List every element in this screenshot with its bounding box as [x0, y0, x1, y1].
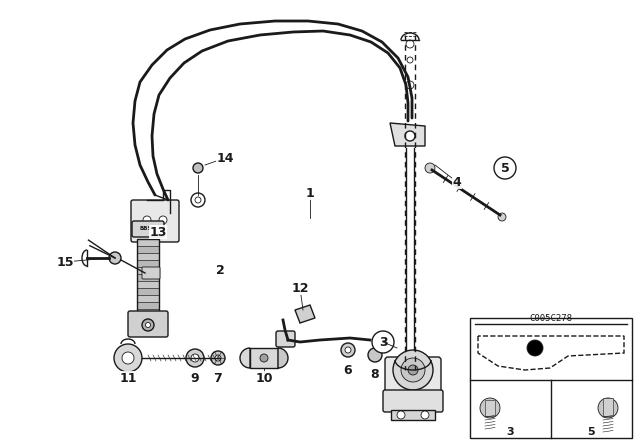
- FancyBboxPatch shape: [385, 357, 441, 403]
- Bar: [137, 288, 159, 295]
- Circle shape: [193, 163, 203, 173]
- Bar: [137, 267, 159, 274]
- Text: 8: 8: [371, 367, 380, 380]
- Bar: [250, 348, 278, 368]
- Bar: [137, 309, 159, 316]
- Text: BBS: BBS: [139, 226, 152, 231]
- Text: 15: 15: [56, 255, 74, 268]
- Text: 10: 10: [255, 371, 273, 384]
- Bar: [391, 410, 435, 420]
- Bar: [137, 281, 159, 288]
- Circle shape: [114, 344, 142, 372]
- Bar: [137, 295, 159, 302]
- Bar: [137, 274, 159, 281]
- Circle shape: [421, 411, 429, 419]
- Text: 11: 11: [119, 371, 137, 384]
- Wedge shape: [240, 348, 250, 368]
- Text: 4: 4: [452, 176, 461, 189]
- Text: 9: 9: [191, 371, 199, 384]
- Circle shape: [393, 350, 433, 390]
- Bar: [137, 239, 159, 315]
- Text: 3: 3: [379, 336, 387, 349]
- Text: 2: 2: [216, 263, 225, 276]
- Text: 13: 13: [149, 225, 166, 238]
- Circle shape: [368, 348, 382, 362]
- FancyBboxPatch shape: [276, 331, 295, 347]
- Text: 12: 12: [291, 281, 308, 294]
- Circle shape: [191, 354, 199, 362]
- Circle shape: [142, 319, 154, 331]
- Circle shape: [527, 340, 543, 356]
- Text: 3: 3: [506, 427, 514, 437]
- Circle shape: [598, 398, 618, 418]
- Circle shape: [397, 411, 405, 419]
- Bar: [485, 400, 495, 416]
- Circle shape: [425, 163, 435, 173]
- Bar: [137, 239, 159, 246]
- Circle shape: [122, 352, 134, 364]
- FancyBboxPatch shape: [383, 390, 443, 412]
- Text: 7: 7: [214, 371, 222, 384]
- Text: 1: 1: [306, 186, 314, 199]
- FancyBboxPatch shape: [142, 267, 160, 279]
- FancyBboxPatch shape: [132, 221, 164, 237]
- Circle shape: [405, 131, 415, 141]
- Bar: [137, 302, 159, 309]
- FancyBboxPatch shape: [128, 311, 168, 337]
- Circle shape: [159, 216, 167, 224]
- Bar: [603, 398, 613, 416]
- Circle shape: [186, 349, 204, 367]
- Circle shape: [345, 347, 351, 353]
- Bar: [137, 246, 159, 253]
- Circle shape: [341, 343, 355, 357]
- Circle shape: [211, 351, 225, 365]
- Circle shape: [143, 216, 151, 224]
- Circle shape: [372, 331, 394, 353]
- Circle shape: [215, 355, 221, 361]
- Circle shape: [401, 358, 425, 382]
- Text: C005C278: C005C278: [529, 314, 573, 323]
- Circle shape: [498, 213, 506, 221]
- Circle shape: [494, 157, 516, 179]
- Text: 6: 6: [344, 363, 352, 376]
- Bar: [137, 253, 159, 260]
- Text: 14: 14: [216, 151, 234, 164]
- Polygon shape: [295, 305, 315, 323]
- Circle shape: [408, 365, 418, 375]
- Text: 5: 5: [500, 161, 509, 175]
- FancyBboxPatch shape: [131, 200, 179, 242]
- Circle shape: [145, 323, 150, 327]
- Circle shape: [260, 354, 268, 362]
- Circle shape: [109, 252, 121, 264]
- Circle shape: [480, 398, 500, 418]
- Bar: [137, 260, 159, 267]
- Bar: [470, 318, 632, 438]
- Wedge shape: [278, 348, 288, 368]
- Text: 5: 5: [587, 427, 595, 437]
- Polygon shape: [390, 123, 425, 146]
